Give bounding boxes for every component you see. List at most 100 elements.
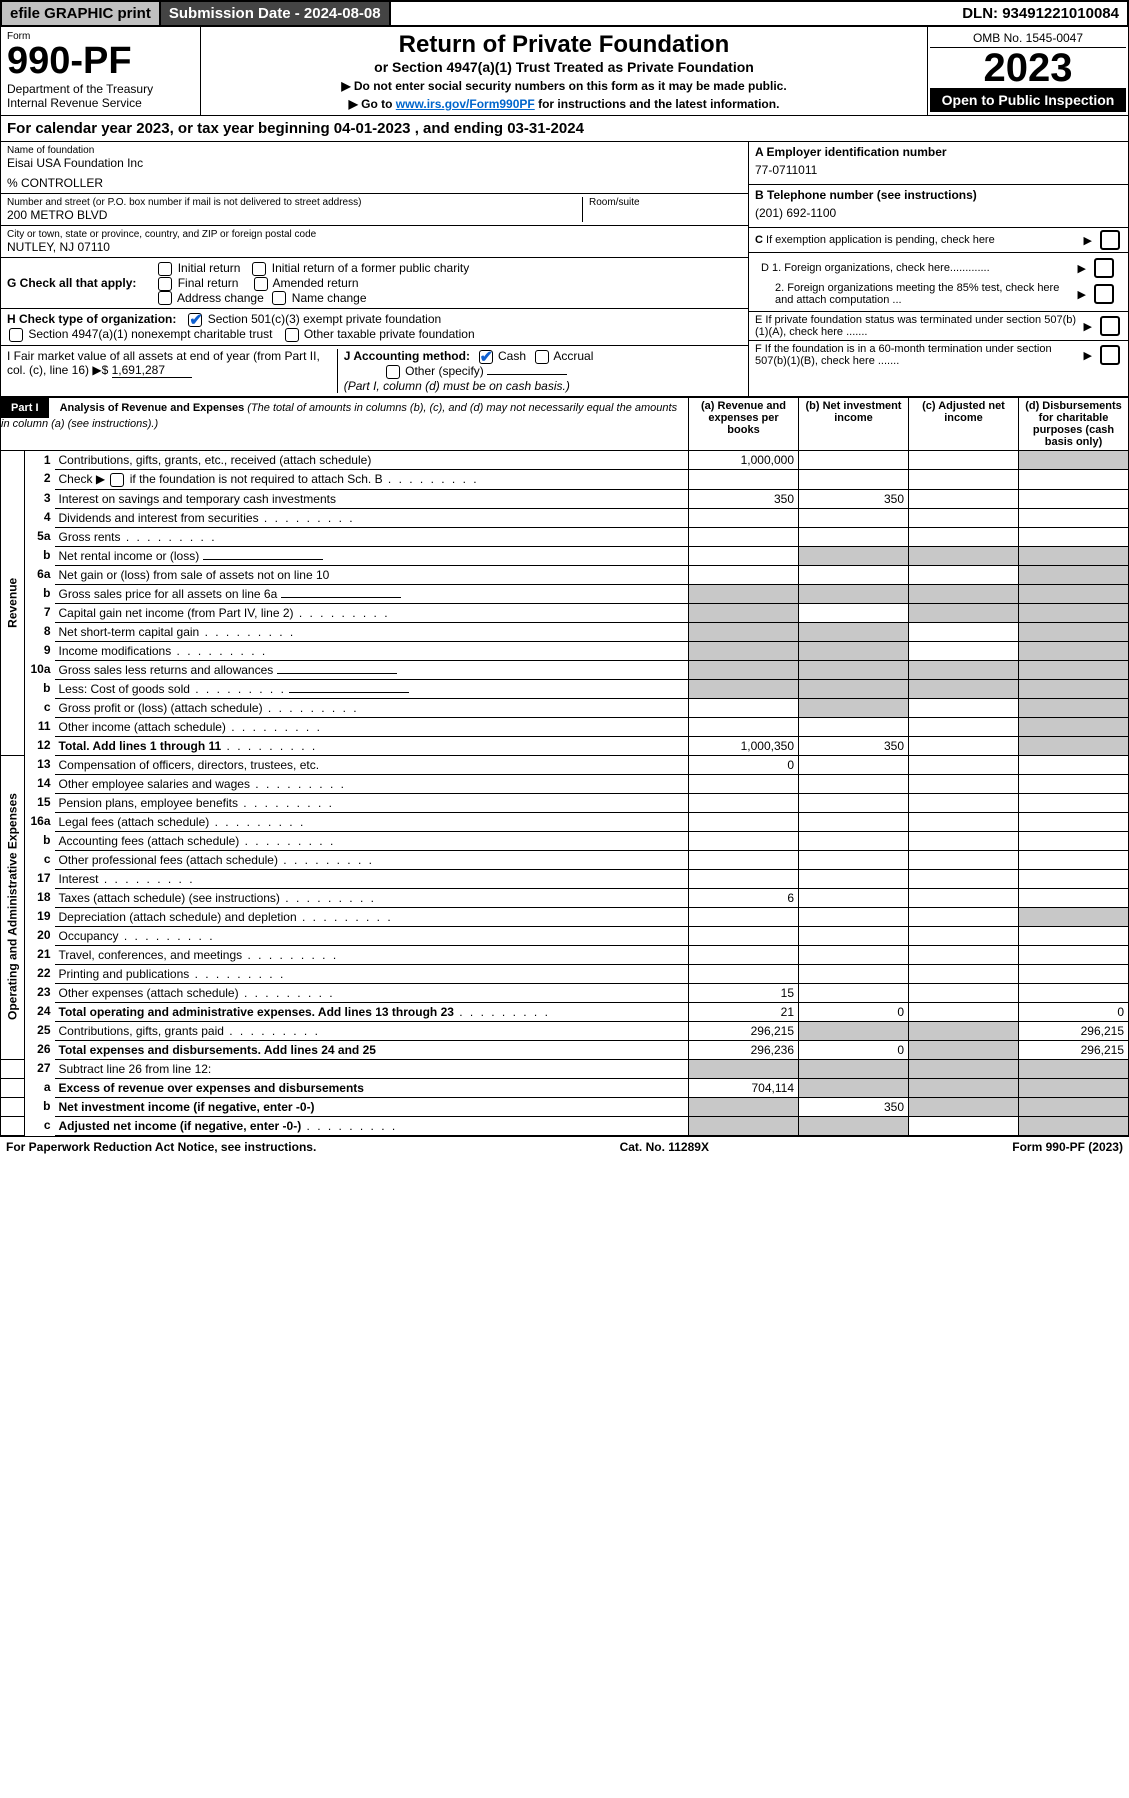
line-desc: Gross sales price for all assets on line… (55, 584, 689, 603)
cell-value (1019, 622, 1129, 641)
cell-value (689, 926, 799, 945)
cell-value (689, 774, 799, 793)
box-f-checkbox[interactable] (1100, 345, 1120, 365)
cell-value: 296,215 (1019, 1021, 1129, 1040)
cell-value (689, 717, 799, 736)
cell-value (689, 622, 799, 641)
addr-label: Number and street (or P.O. box number if… (7, 197, 582, 208)
cell-value (799, 812, 909, 831)
dln: DLN: 93491221010084 (954, 2, 1127, 25)
box-j-label: J Accounting method: (344, 349, 470, 363)
cell-value (909, 1059, 1019, 1078)
form-note1: ▶ Do not enter social security numbers o… (205, 79, 923, 93)
box-e-checkbox[interactable] (1100, 316, 1120, 336)
line-number: 4 (25, 508, 55, 527)
cell-value (799, 622, 909, 641)
cell-value (909, 603, 1019, 622)
cell-value (799, 641, 909, 660)
ein-value: 77-0711011 (755, 159, 1122, 181)
cell-value: 6 (689, 888, 799, 907)
cell-value (799, 793, 909, 812)
cell-value (689, 1097, 799, 1116)
address-change-checkbox[interactable] (158, 291, 172, 305)
line-desc: Capital gain net income (from Part IV, l… (55, 603, 689, 622)
cell-value (799, 831, 909, 850)
cell-value (799, 603, 909, 622)
other-specify[interactable] (487, 374, 567, 375)
line-desc: Other employee salaries and wages (55, 774, 689, 793)
line-number: 23 (25, 983, 55, 1002)
other-taxable-checkbox[interactable] (285, 328, 299, 342)
efile-print[interactable]: efile GRAPHIC print (2, 2, 161, 25)
name-change-label: Name change (292, 291, 367, 305)
cell-value (1019, 698, 1129, 717)
line-desc: Interest on savings and temporary cash i… (55, 489, 689, 508)
initial-return-former-label: Initial return of a former public charit… (272, 261, 469, 275)
line-number: 18 (25, 888, 55, 907)
line-desc: Gross sales less returns and allowances (55, 660, 689, 679)
final-return-checkbox[interactable] (158, 277, 172, 291)
line-number: 2 (25, 469, 55, 489)
cell-value (909, 641, 1019, 660)
room-label: Room/suite (589, 197, 742, 208)
cell-value (799, 450, 909, 469)
cell-value (799, 508, 909, 527)
cell-value (1019, 717, 1129, 736)
box-d2-checkbox[interactable] (1094, 284, 1114, 304)
cell-value (1019, 527, 1129, 546)
city-label: City or town, state or province, country… (7, 229, 742, 240)
fmv-value: 1,691,287 (112, 363, 192, 378)
cell-value (799, 983, 909, 1002)
cell-value (689, 907, 799, 926)
box-c-checkbox[interactable] (1100, 230, 1120, 250)
cell-value (689, 698, 799, 717)
cell-value: 296,215 (1019, 1040, 1129, 1059)
cell-value (1019, 584, 1129, 603)
public-inspection: Open to Public Inspection (930, 88, 1126, 112)
initial-return-former-checkbox[interactable] (252, 262, 266, 276)
line-desc: Total expenses and disbursements. Add li… (55, 1040, 689, 1059)
line-number: 10a (25, 660, 55, 679)
note2-post: for instructions and the latest informat… (535, 97, 780, 111)
cell-value: 350 (799, 489, 909, 508)
form-title: Return of Private Foundation (205, 31, 923, 59)
cell-value (1019, 774, 1129, 793)
form-header: Form 990-PF Department of the Treasury I… (0, 27, 1129, 116)
4947a1-checkbox[interactable] (9, 328, 23, 342)
schb-checkbox[interactable] (110, 473, 124, 487)
cell-value (909, 660, 1019, 679)
cell-value (909, 679, 1019, 698)
cell-value (909, 983, 1019, 1002)
box-d1-checkbox[interactable] (1094, 258, 1114, 278)
line-desc: Check ▶ if the foundation is not require… (55, 469, 689, 489)
amended-return-checkbox[interactable] (254, 277, 268, 291)
cell-value (799, 850, 909, 869)
cell-value (799, 1116, 909, 1135)
cell-value (689, 793, 799, 812)
name-change-checkbox[interactable] (272, 291, 286, 305)
initial-return-checkbox[interactable] (158, 262, 172, 276)
entity-info: Name of foundation Eisai USA Foundation … (0, 142, 1129, 397)
cell-value (909, 907, 1019, 926)
line-number: b (25, 1097, 55, 1116)
form990pf-link[interactable]: www.irs.gov/Form990PF (396, 97, 535, 111)
cell-value (1019, 603, 1129, 622)
department: Department of the Treasury (7, 82, 194, 96)
cell-value (909, 793, 1019, 812)
cell-value (909, 774, 1019, 793)
line-number: 3 (25, 489, 55, 508)
tax-year: 2023 (930, 48, 1126, 88)
line-number: 12 (25, 736, 55, 755)
accrual-checkbox[interactable] (535, 350, 549, 364)
line-number: 22 (25, 964, 55, 983)
cell-value: 350 (799, 736, 909, 755)
check-g-label: G Check all that apply: (7, 276, 136, 290)
501c3-checkbox[interactable] (188, 313, 202, 327)
line-desc: Net gain or (loss) from sale of assets n… (55, 565, 689, 584)
cell-value (799, 469, 909, 489)
other-method-checkbox[interactable] (386, 365, 400, 379)
cash-checkbox[interactable] (479, 350, 493, 364)
page-footer: For Paperwork Reduction Act Notice, see … (0, 1136, 1129, 1157)
line-desc: Other professional fees (attach schedule… (55, 850, 689, 869)
cell-value: 1,000,000 (689, 450, 799, 469)
